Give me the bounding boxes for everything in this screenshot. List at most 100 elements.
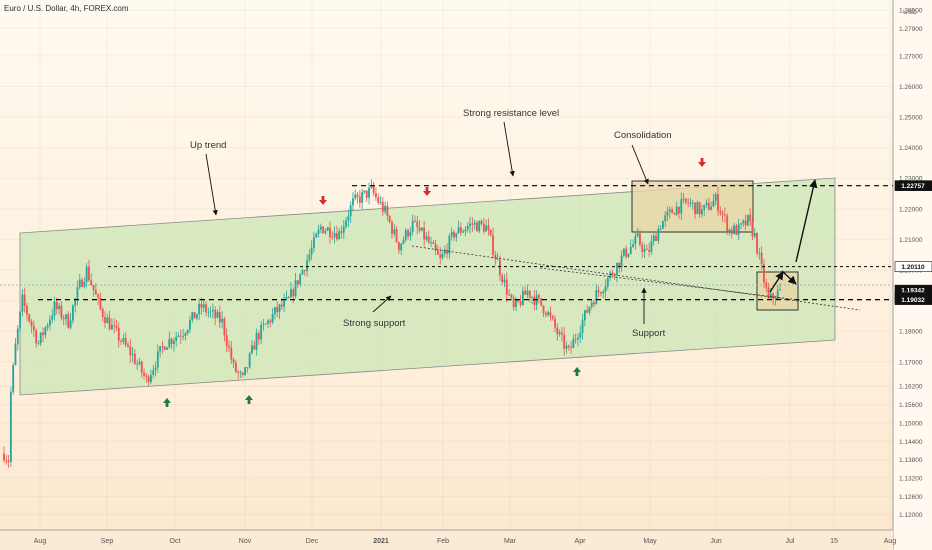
candle-body	[712, 200, 715, 207]
candle-body	[182, 335, 184, 337]
candle-body	[622, 248, 625, 256]
candle-body	[60, 305, 63, 318]
candle-body	[42, 332, 44, 336]
candle-body	[763, 264, 765, 283]
candle-body	[694, 202, 696, 214]
candle-body	[425, 236, 428, 240]
candle-body	[184, 333, 187, 336]
candle-body	[193, 312, 196, 319]
candle-body	[67, 314, 70, 328]
candle-body	[671, 209, 674, 214]
candle-body	[299, 274, 302, 285]
candle-body	[370, 185, 373, 188]
candle-body	[65, 314, 67, 320]
candle-body	[255, 333, 258, 350]
candle-body	[436, 250, 439, 255]
candle-body	[696, 202, 699, 214]
candle-body	[342, 226, 345, 233]
up-arrow-icon	[245, 395, 254, 404]
candle-body	[106, 317, 109, 324]
candle-body	[117, 327, 120, 341]
candle-body	[689, 202, 692, 204]
candle-body	[189, 319, 191, 330]
candle-body	[131, 353, 134, 356]
candle-body	[285, 297, 288, 300]
candle-body	[639, 233, 641, 245]
candle-body	[450, 231, 453, 236]
candle-body	[32, 326, 35, 331]
candle-body	[666, 211, 669, 216]
candle-body	[163, 346, 166, 350]
candle-body	[5, 460, 8, 462]
candle-body	[21, 294, 24, 312]
candle-body	[705, 202, 708, 206]
up-trend-pointer	[205, 153, 218, 216]
x-tick-label: Dec	[306, 538, 319, 545]
candle-body	[156, 351, 159, 368]
candle-body	[205, 304, 207, 313]
x-tick-label: Mar	[504, 538, 517, 545]
candle-body	[471, 223, 474, 225]
candle-body	[283, 299, 286, 307]
candle-body	[634, 236, 637, 245]
candles-layer	[3, 179, 781, 468]
candle-body	[16, 328, 19, 344]
candle-body	[14, 343, 17, 366]
candle-body	[554, 318, 556, 328]
candle-body	[779, 289, 781, 291]
candle-body	[673, 213, 676, 215]
candle-body	[186, 329, 189, 334]
candle-body	[379, 201, 382, 203]
tag-mid-box	[894, 261, 932, 272]
candle-body	[352, 198, 354, 206]
candle-body	[356, 194, 359, 197]
candle-body	[76, 287, 79, 299]
candle-body	[223, 318, 226, 336]
candle-body	[531, 296, 533, 298]
x-tick-label: Nov	[239, 538, 252, 545]
candle-body	[303, 270, 306, 272]
candle-body	[209, 311, 212, 313]
candle-body	[459, 227, 462, 233]
y-tick-label: 1.26000	[899, 84, 923, 91]
candle-body	[83, 281, 86, 287]
candle-body	[581, 320, 584, 333]
candle-body	[742, 220, 745, 224]
candle-body	[565, 345, 568, 349]
candle-body	[78, 279, 81, 288]
candle-body	[200, 303, 203, 308]
candle-body	[457, 227, 460, 234]
candle-body	[735, 225, 738, 235]
candle-body	[195, 314, 198, 319]
candle-body	[462, 231, 465, 233]
candle-body	[701, 209, 703, 215]
y-tick-label: 1.22000	[899, 206, 923, 213]
up-arrow-icon	[163, 398, 172, 407]
candle-body	[30, 321, 33, 327]
candle-body	[179, 335, 182, 337]
x-tick-label: Apr	[575, 538, 587, 545]
label-strong-support: Strong support	[343, 318, 406, 329]
candle-body	[322, 226, 325, 234]
chart-title: Euro / U.S. Dollar, 4h, FOREX.com	[4, 4, 129, 13]
candle-body	[765, 282, 768, 288]
candle-body	[241, 372, 244, 375]
candle-body	[108, 317, 111, 330]
candle-body	[588, 306, 591, 313]
candle-body	[306, 260, 308, 272]
candle-body	[133, 353, 136, 364]
candle-body	[368, 187, 370, 198]
candle-body	[469, 223, 471, 227]
candle-body	[547, 312, 550, 316]
candle-body	[664, 215, 667, 222]
candle-body	[721, 213, 724, 215]
candle-body	[335, 233, 338, 240]
candle-body	[198, 303, 201, 315]
candle-body	[74, 298, 77, 306]
candle-body	[175, 336, 178, 341]
candle-body	[655, 235, 657, 241]
candle-body	[560, 332, 563, 335]
candle-body	[375, 193, 377, 198]
candle-body	[48, 319, 51, 326]
